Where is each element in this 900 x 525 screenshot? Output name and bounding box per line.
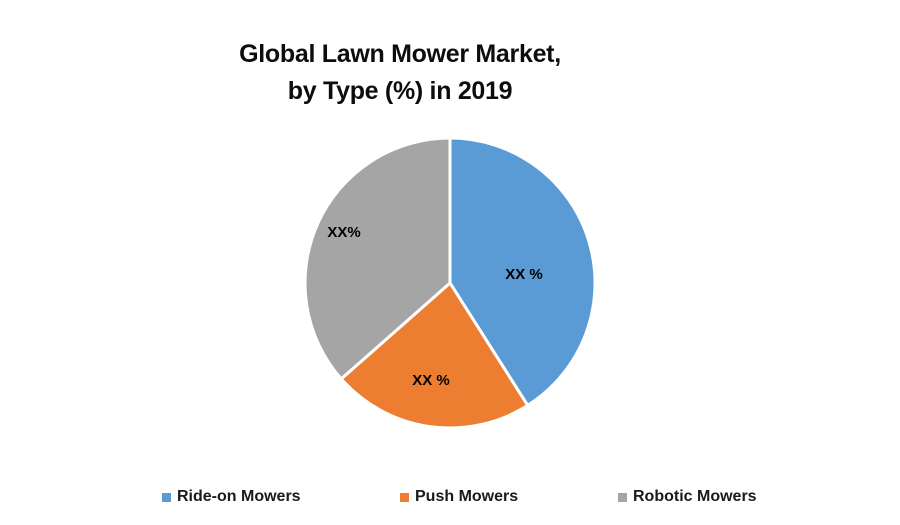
- chart-title-line-2: by Type (%) in 2019: [287, 77, 513, 105]
- slice-label-push: XX %: [412, 372, 450, 389]
- pie-slices: [303, 136, 597, 430]
- legend-swatch-robotic-icon: [618, 492, 627, 502]
- legend-item-robotic[interactable]: Robotic Mowers: [618, 486, 757, 508]
- legend-swatch-ride-on-icon: [162, 492, 171, 502]
- chart-legend: Ride-on Mowers Push Mowers Robotic Mower…: [0, 486, 900, 508]
- pie-labels: XX % XX % XX%: [327, 224, 542, 389]
- legend-label-ride-on: Ride-on Mowers: [177, 488, 301, 505]
- chart-title-line-1: Global Lawn Mower Market,: [239, 40, 561, 68]
- chart-title: Global Lawn Mower Market, by Type (%) in…: [0, 36, 800, 110]
- slice-label-robotic: XX%: [327, 224, 360, 241]
- legend-item-push[interactable]: Push Mowers: [400, 486, 518, 508]
- legend-label-robotic: Robotic Mowers: [633, 488, 757, 505]
- pie-slice-push[interactable]: [339, 281, 530, 430]
- legend-label-push: Push Mowers: [415, 488, 519, 505]
- legend-swatch-push-icon: [400, 492, 409, 502]
- legend-item-ride-on[interactable]: Ride-on Mowers: [162, 486, 301, 508]
- slice-label-ride-on: XX %: [505, 266, 543, 283]
- pie-slice-robotic[interactable]: [303, 136, 452, 381]
